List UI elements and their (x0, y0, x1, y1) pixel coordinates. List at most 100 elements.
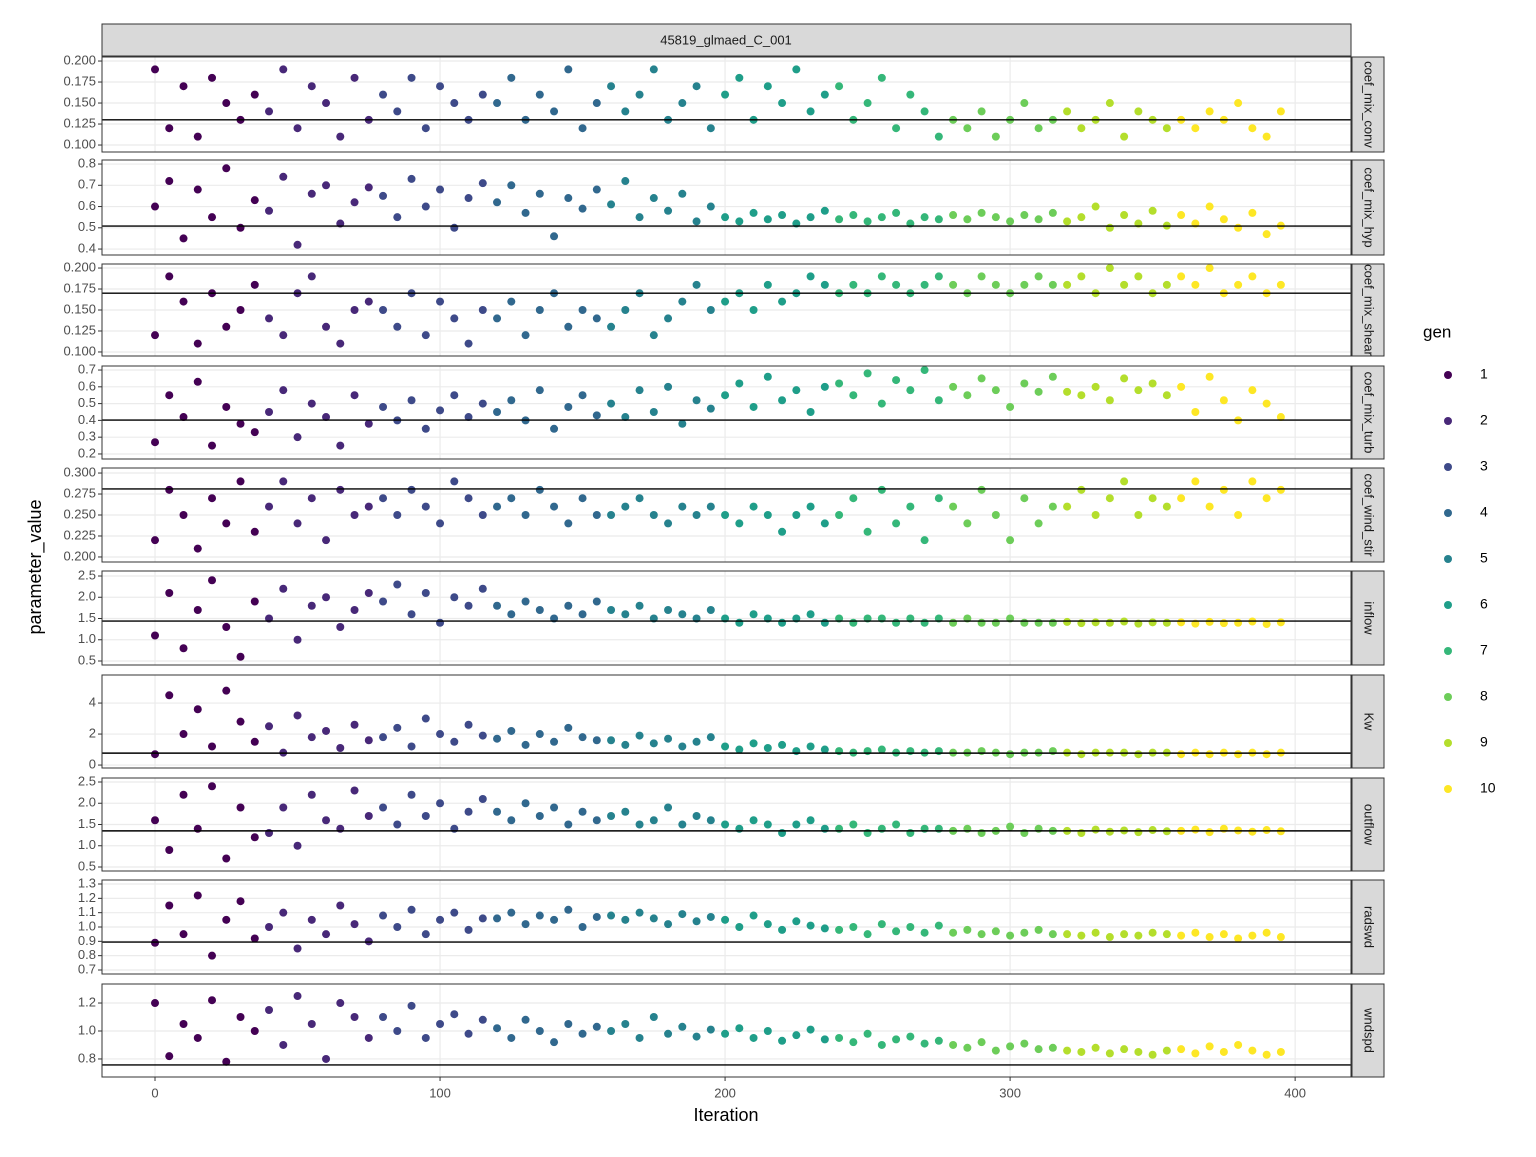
point (393, 1026, 402, 1035)
point (1248, 931, 1257, 940)
point (1134, 107, 1143, 116)
point (1105, 1049, 1114, 1058)
point (1234, 750, 1243, 759)
point (792, 386, 801, 395)
y-tick-label: 1.5 (78, 610, 96, 625)
point (1205, 828, 1214, 837)
point (934, 215, 943, 224)
chart-title: 45819_glmaed_C_001 (660, 32, 792, 47)
point (208, 576, 217, 585)
facet-label: coef_mix_shear (1362, 264, 1377, 356)
point (564, 322, 573, 331)
point (350, 1013, 359, 1022)
point (1105, 396, 1114, 405)
point (920, 928, 929, 937)
point (949, 280, 958, 289)
point (977, 374, 986, 383)
point (949, 618, 958, 627)
point (307, 601, 316, 610)
y-tick-label: 0.9 (78, 933, 96, 948)
point (692, 217, 701, 226)
point (279, 65, 288, 74)
point (849, 1038, 858, 1047)
point (692, 737, 701, 746)
point (920, 280, 929, 289)
point (820, 90, 829, 99)
point (293, 240, 302, 249)
y-tick-label: 0.200 (63, 52, 96, 67)
point (892, 820, 901, 829)
point (1205, 750, 1214, 759)
point (521, 920, 530, 929)
point (1191, 928, 1200, 937)
points (151, 65, 1285, 141)
point (307, 82, 316, 91)
point (806, 107, 815, 116)
point (963, 124, 972, 133)
point (621, 413, 630, 422)
legend-marker (1444, 371, 1452, 379)
point (991, 280, 1000, 289)
point (450, 477, 459, 486)
point (778, 618, 787, 627)
point (778, 211, 787, 220)
y-tick-label: 0.5 (78, 395, 96, 410)
point (250, 428, 259, 437)
point (364, 937, 373, 946)
point (806, 272, 815, 281)
facet-label: coef_wind_stir (1362, 473, 1377, 557)
point (336, 901, 345, 910)
point (1148, 206, 1157, 215)
point (550, 803, 559, 812)
point (1191, 407, 1200, 416)
point (421, 1033, 430, 1042)
point (806, 1025, 815, 1034)
point (293, 124, 302, 133)
point (678, 297, 687, 306)
point (179, 730, 188, 739)
point (151, 331, 160, 340)
point (350, 391, 359, 400)
point (749, 816, 758, 825)
point (749, 739, 758, 748)
point (877, 213, 886, 222)
facet-label: radswd (1362, 906, 1377, 948)
point (1134, 931, 1143, 940)
point (450, 908, 459, 917)
point (208, 441, 217, 450)
y-axis-label: parameter_value (25, 499, 46, 634)
point (493, 914, 502, 923)
point (578, 1029, 587, 1038)
y-tick-label: 0.200 (63, 259, 96, 274)
point (379, 402, 388, 411)
point (407, 790, 416, 799)
point (1105, 933, 1114, 942)
point (507, 816, 516, 825)
point (250, 833, 259, 842)
point (236, 652, 245, 661)
point (436, 915, 445, 924)
point (678, 189, 687, 198)
point (721, 297, 730, 306)
panel-border (101, 879, 1352, 975)
point (478, 1015, 487, 1024)
point (564, 723, 573, 732)
point (621, 1019, 630, 1028)
point (436, 406, 445, 415)
point (820, 745, 829, 754)
point (578, 610, 587, 619)
y-tick-label: 1.0 (78, 837, 96, 852)
legend-marker (1444, 509, 1452, 517)
point (436, 730, 445, 739)
point (1262, 494, 1271, 503)
legend-label: 4 (1480, 504, 1488, 520)
point (578, 807, 587, 816)
point (307, 189, 316, 198)
point (279, 172, 288, 181)
point (407, 73, 416, 82)
facet-label-group: coef_wind_stir (1362, 473, 1377, 557)
point (1120, 930, 1129, 939)
point (778, 396, 787, 405)
point (151, 438, 160, 447)
point (208, 494, 217, 503)
